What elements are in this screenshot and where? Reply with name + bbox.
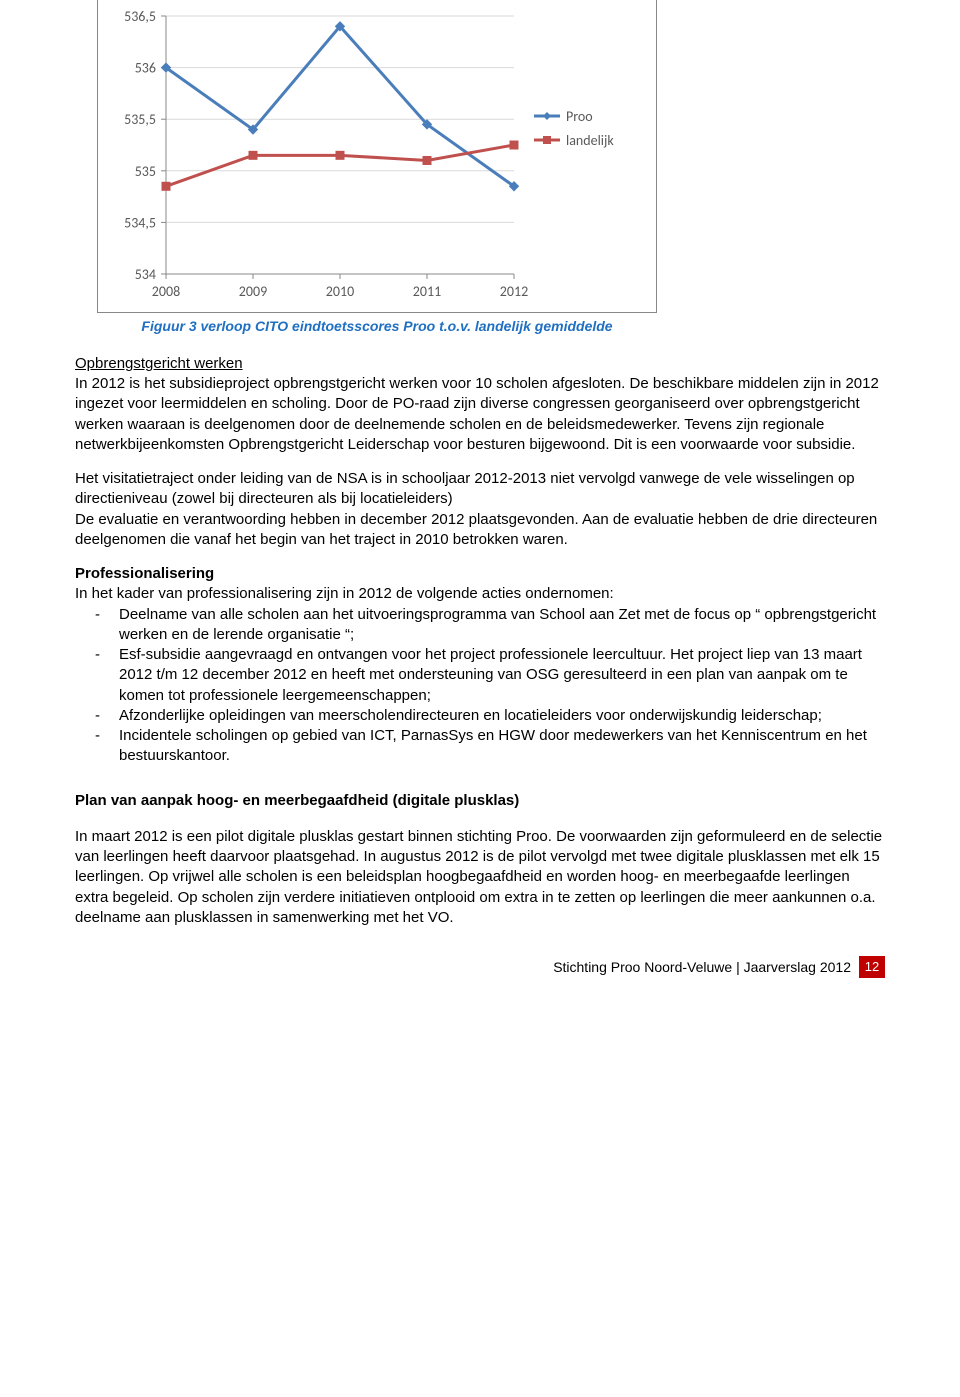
prof-list-item: Deelname van alle scholen aan het uitvoe… [119, 605, 885, 646]
section-intro-prof: In het kader van professionalisering zij… [75, 584, 885, 604]
svg-text:534: 534 [135, 266, 156, 283]
cito-chart: 534 534,5 535 535,5 536 536,5 2008 2009 2010 2011… [104, 6, 648, 306]
section-title-opbrengst: Opbrengstgericht werken [75, 355, 243, 372]
section-title-prof: Professionalisering [75, 564, 885, 584]
page-number-badge: 12 [859, 956, 885, 978]
svg-text:landelijk: landelijk [566, 132, 614, 149]
document-page: 534 534,5 535 535,5 536 536,5 2008 2009 2010 2011… [0, 0, 960, 1012]
section-title-plan: Plan van aanpak hoog- en meerbegaafdheid… [75, 791, 885, 811]
svg-text:2008: 2008 [152, 283, 180, 300]
section-professionalisering: Professionalisering In het kader van pro… [75, 564, 885, 767]
svg-text:2009: 2009 [239, 283, 267, 300]
svg-text:535: 535 [135, 163, 156, 180]
svg-text:Proo: Proo [566, 108, 593, 125]
chart-container: 534 534,5 535 535,5 536 536,5 2008 2009 2010 2011… [97, 0, 657, 313]
svg-text:2011: 2011 [413, 283, 441, 300]
svg-text:536,5: 536,5 [124, 8, 156, 25]
section-body-2: Het visitatietraject onder leiding van d… [75, 469, 885, 550]
prof-list-item: Afzonderlijke opleidingen van meerschole… [119, 706, 885, 726]
svg-text:2012: 2012 [500, 283, 528, 300]
svg-text:2010: 2010 [326, 283, 354, 300]
section-body-1: In 2012 is het subsidieproject opbrengst… [75, 375, 879, 453]
svg-text:535,5: 535,5 [124, 111, 156, 128]
prof-action-list: Deelname van alle scholen aan het uitvoe… [75, 605, 885, 767]
svg-text:534,5: 534,5 [124, 214, 156, 231]
prof-list-item: Esf-subsidie aangevraagd en ontvangen vo… [119, 645, 885, 706]
svg-text:536: 536 [135, 60, 156, 77]
prof-list-item: Incidentele scholingen op gebied van ICT… [119, 726, 885, 767]
footer-text: Stichting Proo Noord-Veluwe | Jaarversla… [553, 958, 851, 977]
chart-caption: Figuur 3 verloop CITO eindtoetsscores Pr… [97, 317, 657, 336]
section-opbrengst: Opbrengstgericht werken In 2012 is het s… [75, 354, 885, 455]
section-body-plan: In maart 2012 is een pilot digitale plus… [75, 827, 885, 928]
page-footer: Stichting Proo Noord-Veluwe | Jaarversla… [75, 956, 885, 982]
